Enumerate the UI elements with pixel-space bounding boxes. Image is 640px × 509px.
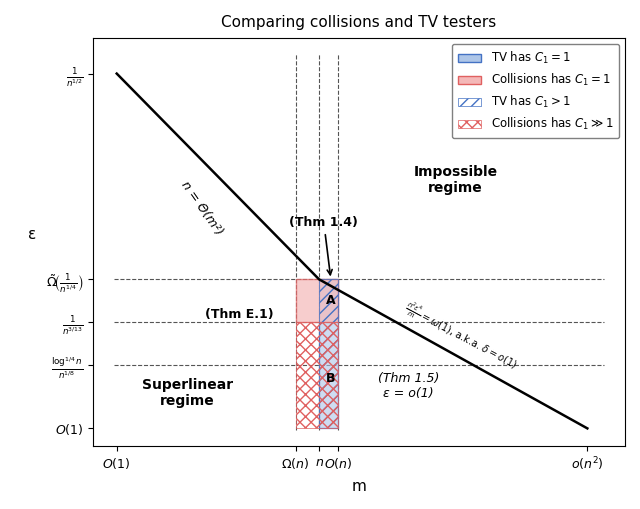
X-axis label: m: m: [351, 479, 367, 494]
Text: Impossible
regime: Impossible regime: [413, 165, 498, 195]
Bar: [296, 322, 338, 429]
Bar: [319, 279, 338, 429]
Text: (Thm E.1): (Thm E.1): [205, 308, 273, 321]
Text: Superlinear
regime: Superlinear regime: [142, 378, 233, 408]
Text: A: A: [326, 294, 335, 307]
Text: (Thm 1.4): (Thm 1.4): [289, 216, 358, 275]
Text: n = Θ(m²): n = Θ(m²): [178, 179, 225, 238]
Legend: TV has $C_1 = 1$, Collisions has $C_1 = 1$, TV has $C_1 > 1$, Collisions has $C_: TV has $C_1 = 1$, Collisions has $C_1 = …: [452, 44, 619, 138]
Text: $\frac{n^2\varepsilon^4}{m} = \omega(1)$, a.k.a. $\delta = o(1)$: $\frac{n^2\varepsilon^4}{m} = \omega(1)$…: [401, 299, 520, 374]
Title: Comparing collisions and TV testers: Comparing collisions and TV testers: [221, 15, 497, 30]
Text: B: B: [326, 372, 335, 385]
Text: (Thm 1.5)
ε = o(1): (Thm 1.5) ε = o(1): [378, 372, 439, 400]
Y-axis label: ε: ε: [28, 227, 36, 242]
Bar: [296, 279, 338, 322]
Polygon shape: [319, 279, 588, 429]
Bar: [319, 279, 338, 429]
